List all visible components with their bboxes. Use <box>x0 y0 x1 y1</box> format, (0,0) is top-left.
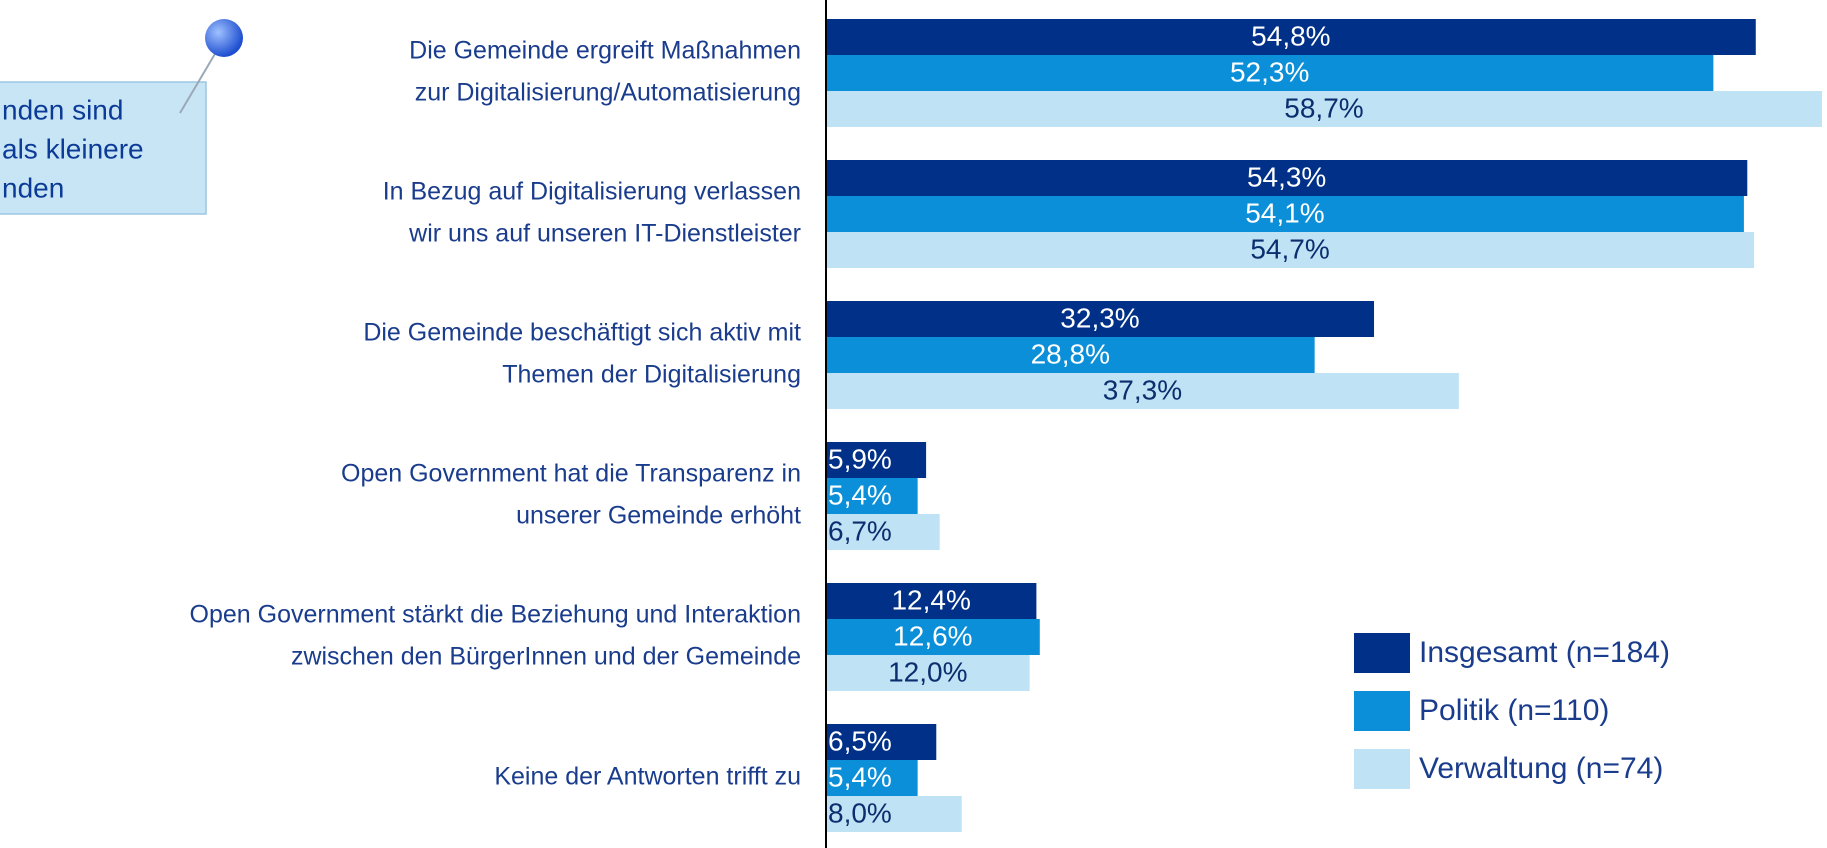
value-label: 12,0% <box>888 656 967 687</box>
value-label: 58,7% <box>1284 92 1363 123</box>
value-label: 12,4% <box>891 584 970 615</box>
bar <box>826 373 1459 409</box>
value-label: 52,3% <box>1230 56 1309 87</box>
category-label: Keine der Antworten trifft zu <box>494 763 801 791</box>
category-label: In Bezug auf Digitalisierung verlassen <box>383 178 801 206</box>
category-label: unserer Gemeinde erhöht <box>516 502 801 530</box>
category-label: zur Digitalisierung/Automatisierung <box>415 79 801 107</box>
legend-label: Politik (n=110) <box>1419 694 1609 727</box>
value-label: 8,0% <box>828 797 892 828</box>
bar <box>826 91 1822 127</box>
bar <box>826 196 1744 232</box>
bar <box>826 583 1037 619</box>
category-label: zwischen den BürgerInnen und der Gemeind… <box>291 643 801 671</box>
bar <box>826 796 962 832</box>
bar <box>826 760 918 796</box>
legend-label: Verwaltung (n=74) <box>1419 752 1663 785</box>
category-label: Die Gemeinde beschäftigt sich aktiv mit <box>363 319 801 347</box>
category-label: Themen der Digitalisierung <box>502 361 801 389</box>
callout-text: als kleinere <box>2 133 144 164</box>
value-label: 12,6% <box>893 620 972 651</box>
bar <box>826 160 1748 196</box>
callout-text: nden <box>2 172 64 203</box>
bar <box>826 655 1030 691</box>
bar <box>826 232 1755 268</box>
bar <box>826 337 1315 373</box>
value-label: 54,7% <box>1250 233 1329 264</box>
value-label: 5,9% <box>828 443 892 474</box>
bar <box>826 724 937 760</box>
value-label: 5,4% <box>828 761 892 792</box>
value-label: 6,5% <box>828 725 892 756</box>
category-label: Open Government stärkt die Beziehung und… <box>190 601 801 629</box>
bar <box>826 442 927 478</box>
bar <box>826 514 940 550</box>
legend-label: Insgesamt (n=184) <box>1419 636 1670 669</box>
legend-swatch <box>1354 749 1410 789</box>
value-label: 6,7% <box>828 515 892 546</box>
pin-head <box>205 19 243 57</box>
callout-box <box>0 81 207 215</box>
value-label: 54,3% <box>1247 161 1326 192</box>
bar <box>826 478 918 514</box>
callout <box>0 19 243 215</box>
value-label: 28,8% <box>1031 338 1110 369</box>
category-label: Die Gemeinde ergreift Maßnahmen <box>409 37 801 65</box>
legend-swatch <box>1354 691 1410 731</box>
value-label: 37,3% <box>1103 374 1182 405</box>
legend-swatch <box>1354 633 1410 673</box>
value-label: 32,3% <box>1060 302 1139 333</box>
bar <box>826 619 1040 655</box>
bar <box>826 19 1756 55</box>
bar <box>826 55 1714 91</box>
category-label: wir uns auf unseren IT-Dienstleister <box>408 220 801 248</box>
value-label: 54,1% <box>1245 197 1324 228</box>
callout-text: nden sind <box>2 94 123 125</box>
category-label: Open Government hat die Transparenz in <box>341 460 801 488</box>
bar <box>826 301 1375 337</box>
value-label: 54,8% <box>1251 20 1330 51</box>
value-label: 5,4% <box>828 479 892 510</box>
